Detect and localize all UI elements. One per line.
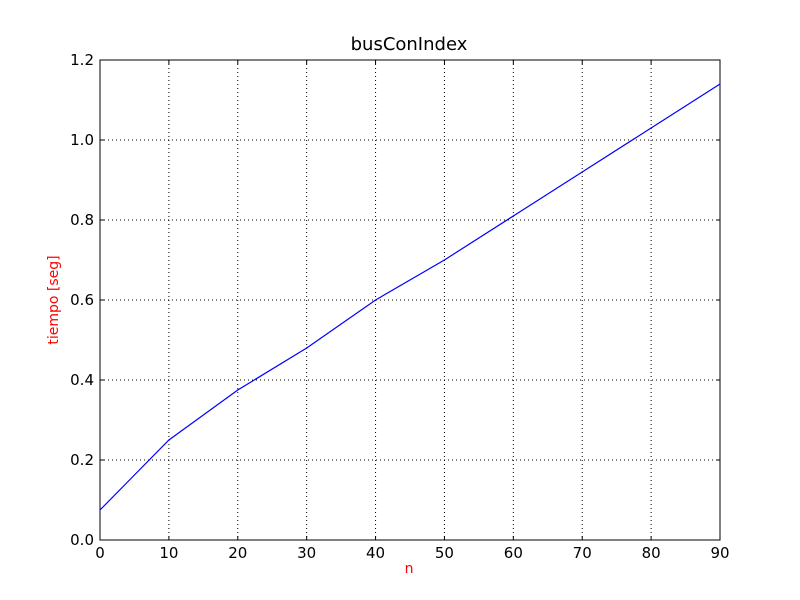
data-point [650,127,652,129]
y-axis-label: tiempo [seg] [46,255,62,344]
gridlines [100,60,720,540]
x-tick-label: 60 [504,544,523,562]
x-tick-label: 50 [435,544,454,562]
data-point [443,259,446,261]
data-point [374,299,377,301]
x-tick-label: 0 [95,544,105,562]
data-point [237,389,239,391]
x-axis-label: n [405,561,414,577]
chart-title: busConIndex [351,34,468,55]
x-axis-ticks: 0 10 20 30 40 50 60 70 80 90 [95,60,730,562]
x-tick-label: 70 [573,544,592,562]
data-point [719,83,721,85]
data-point [581,171,583,173]
y-tick-label: 0.8 [70,211,94,229]
data-point [512,215,514,217]
x-tick-label: 20 [228,544,247,562]
x-tick-label: 90 [710,544,729,562]
data-point [168,439,170,441]
x-tick-label: 80 [642,544,661,562]
x-tick-label: 10 [159,544,178,562]
data-point [99,509,101,511]
y-tick-label: 1.2 [70,51,94,69]
y-tick-label: 1.0 [70,131,94,149]
x-tick-label: 30 [297,544,316,562]
data-point [306,347,308,349]
series-line [99,83,721,511]
series-lines [99,83,721,511]
y-axis-ticks: 0.0 0.2 0.4 0.6 0.8 1.0 1.2 [70,51,720,549]
y-tick-label: 0.0 [70,531,94,549]
y-tick-label: 0.4 [70,371,94,389]
y-tick-label: 0.2 [70,451,94,469]
y-tick-label: 0.6 [70,291,94,309]
x-tick-label: 40 [366,544,385,562]
